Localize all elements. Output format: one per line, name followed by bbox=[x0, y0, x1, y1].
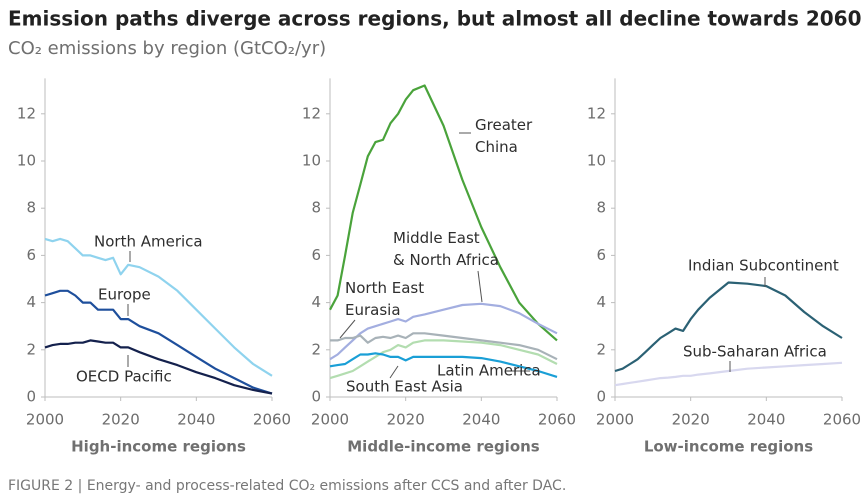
y-tick-label: 8 bbox=[26, 199, 36, 217]
y-tick-label: 8 bbox=[311, 199, 321, 217]
x-tick-label: 2040 bbox=[747, 411, 785, 429]
subtitle: CO₂ emissions by region (GtCO₂/yr) bbox=[8, 38, 326, 59]
y-tick-label: 6 bbox=[26, 246, 36, 264]
x-tick-label: 2040 bbox=[462, 411, 500, 429]
caption: FIGURE 2 | Energy- and process-related C… bbox=[8, 478, 566, 494]
y-tick-label: 4 bbox=[311, 293, 321, 311]
series-label: Sub-Saharan Africa bbox=[683, 343, 827, 361]
x-tick-label: 2000 bbox=[596, 411, 634, 429]
y-tick-label: 0 bbox=[311, 388, 321, 406]
y-tick-label: 4 bbox=[596, 293, 606, 311]
y-tick-label: 2 bbox=[26, 340, 36, 358]
line-series bbox=[329, 339, 558, 380]
x-axis-label: Middle-income regions bbox=[347, 438, 540, 456]
x-tick-label: 2040 bbox=[177, 411, 215, 429]
y-tick-label: 2 bbox=[311, 340, 321, 358]
y-tick-label: 10 bbox=[302, 152, 321, 170]
line-series bbox=[330, 332, 558, 361]
title: Emission paths diverge across regions, b… bbox=[8, 7, 862, 31]
label-leader bbox=[339, 319, 356, 339]
series-label: Latin America bbox=[437, 362, 541, 380]
y-tick-label: 0 bbox=[596, 388, 606, 406]
label-leader bbox=[389, 365, 399, 379]
x-axis-label: Low-income regions bbox=[644, 438, 813, 456]
y-tick-label: 12 bbox=[587, 104, 606, 122]
line-series bbox=[329, 84, 558, 342]
line-series bbox=[614, 361, 843, 387]
series-label: South East Asia bbox=[346, 378, 463, 396]
line-series bbox=[329, 302, 558, 361]
line-series bbox=[44, 339, 273, 395]
x-tick-label: 2020 bbox=[102, 411, 140, 429]
y-tick-label: 10 bbox=[17, 152, 36, 170]
series-label: North East Eurasia bbox=[345, 279, 424, 319]
y-tick-label: 0 bbox=[26, 388, 36, 406]
series-label: Europe bbox=[98, 286, 151, 304]
y-tick-label: 10 bbox=[587, 152, 606, 170]
series-label: Middle East & North Africa bbox=[393, 229, 499, 269]
x-tick-label: 2000 bbox=[26, 411, 64, 429]
series-label: North America bbox=[94, 233, 203, 251]
y-tick-label: 4 bbox=[26, 293, 36, 311]
y-tick-label: 12 bbox=[302, 104, 321, 122]
series-label: OECD Pacific bbox=[76, 368, 172, 386]
y-tick-label: 12 bbox=[17, 104, 36, 122]
y-tick-label: 6 bbox=[596, 246, 606, 264]
x-tick-label: 2000 bbox=[311, 411, 349, 429]
x-tick-label: 2060 bbox=[538, 411, 576, 429]
x-tick-label: 2020 bbox=[387, 411, 425, 429]
x-tick-label: 2020 bbox=[672, 411, 710, 429]
x-tick-label: 2060 bbox=[253, 411, 291, 429]
y-tick-label: 2 bbox=[596, 340, 606, 358]
label-leader bbox=[477, 270, 483, 303]
y-tick-label: 6 bbox=[311, 246, 321, 264]
line-series bbox=[44, 289, 273, 395]
x-tick-label: 2060 bbox=[823, 411, 861, 429]
line-series bbox=[329, 352, 558, 378]
line-series bbox=[44, 237, 273, 377]
series-label: Indian Subcontinent bbox=[688, 257, 839, 275]
line-series bbox=[614, 281, 843, 373]
series-label: Greater China bbox=[475, 116, 533, 156]
x-axis-label: High-income regions bbox=[71, 438, 246, 456]
y-tick-label: 8 bbox=[596, 199, 606, 217]
